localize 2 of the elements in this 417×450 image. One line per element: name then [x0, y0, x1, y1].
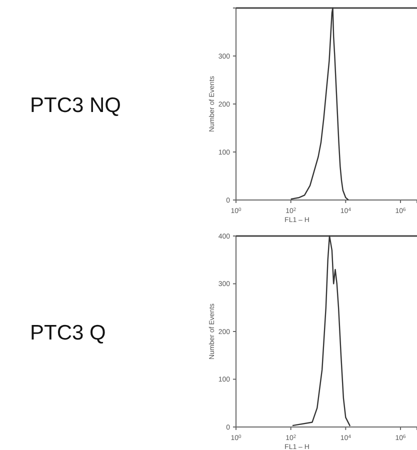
text: PTC3 NQ [30, 94, 122, 117]
text: PTC3 Q [30, 322, 106, 344]
